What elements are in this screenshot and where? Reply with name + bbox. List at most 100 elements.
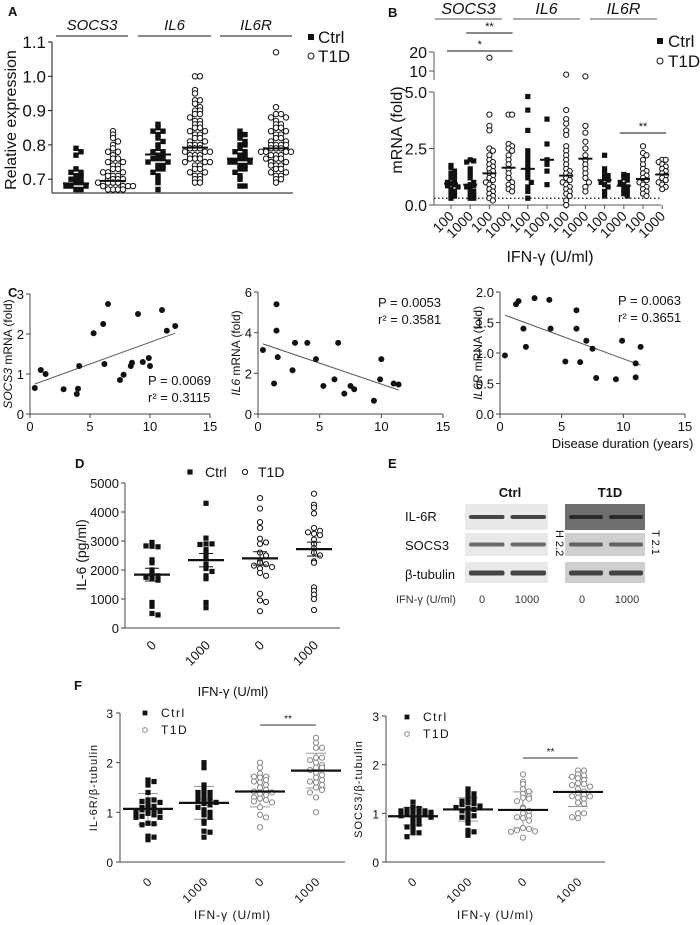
scatter-point — [632, 374, 639, 381]
panel-f-point — [459, 798, 465, 804]
scatter-point — [619, 337, 626, 344]
panel-f-point — [574, 780, 582, 787]
scatter-point — [145, 355, 152, 361]
panel-b-point — [659, 186, 666, 193]
panel-f-point — [465, 786, 471, 792]
panel-b-point — [605, 173, 611, 179]
panel-f-point — [207, 814, 213, 820]
panel-a-point — [94, 179, 102, 186]
scatter-ytick-label: 2 — [245, 366, 252, 381]
panel-f-point — [465, 800, 471, 806]
panel-b-point — [563, 201, 570, 209]
panel-f-point — [453, 804, 459, 811]
panel-f-point — [568, 782, 576, 789]
blot-band — [569, 515, 603, 519]
panel-f-point — [256, 795, 264, 802]
panel-b-point — [624, 193, 630, 199]
panel-f-point — [145, 797, 151, 803]
panel-a-point — [186, 127, 194, 135]
scatter-point — [335, 339, 342, 346]
panel-f-point — [422, 808, 428, 814]
panel-a-point — [119, 158, 127, 166]
blot-treatment-value: 0 — [479, 594, 485, 606]
panel-a-point — [99, 182, 107, 190]
panel-f-xtick-label: 1000 — [292, 874, 324, 906]
panel-f-point — [410, 805, 416, 812]
panel-a-point — [186, 155, 194, 162]
panel-b-point — [662, 177, 669, 184]
legend-ctrl-marker — [308, 34, 314, 40]
panel-f-point — [256, 824, 264, 831]
scatter-point — [135, 311, 141, 317]
scatter-ytick-label: 2 — [17, 327, 24, 342]
panel-b-point — [448, 186, 454, 192]
panel-d-point — [310, 504, 318, 511]
panel-f-point — [465, 832, 471, 838]
panel-a-group-label: IL6R — [240, 17, 272, 34]
panel-d-point — [256, 590, 264, 597]
panel-f-ylabel: IL-6R/β-tubulin — [88, 744, 100, 831]
panel-a-point — [114, 148, 122, 155]
panel-b-point — [582, 129, 589, 136]
scatter-point — [60, 386, 67, 393]
legend-ctrl-label: Ctrl — [318, 28, 344, 47]
panel-b-point — [544, 182, 550, 188]
panel-f-point — [459, 814, 465, 820]
panel-a-point — [160, 138, 166, 145]
panel-a-point — [160, 128, 166, 134]
panel-a-point — [237, 176, 243, 182]
panel-f-point — [207, 802, 213, 808]
panel-d-xtick-label: 1000 — [290, 638, 321, 669]
panel-b-point — [582, 188, 589, 195]
panel-b-point — [451, 188, 458, 195]
panel-d-ytick-label: 5000 — [90, 476, 119, 491]
panel-d-xtick-label: 0 — [251, 638, 267, 654]
panel-a-point — [181, 148, 189, 155]
panel-f-significance-label: ** — [547, 747, 555, 758]
panel-f-point — [586, 793, 594, 800]
scatter-point — [312, 356, 319, 363]
panel-b-point — [566, 192, 573, 200]
panel-b-group-label: IL6 — [535, 1, 557, 18]
panel-d-ytick-label: 1000 — [90, 592, 119, 607]
legend-t1d-label: T1D — [161, 723, 188, 737]
panel-a-point — [155, 135, 161, 141]
panel-a-point — [155, 166, 161, 172]
scatter-point — [573, 325, 580, 332]
panel-a-group-label: SOCS3 — [67, 17, 119, 34]
panel-f-stray-xlabel: IFN-γ (U/ml) — [198, 684, 269, 699]
panel-a-point — [68, 176, 74, 182]
panel-a-point — [242, 131, 248, 138]
panel-b-point — [624, 184, 630, 190]
panel-b-point — [563, 106, 570, 114]
panel-a-point — [186, 114, 194, 121]
panel-b-point — [602, 175, 608, 181]
panel-f-point — [580, 800, 588, 807]
panel-a-point — [242, 142, 248, 148]
panel-a-point — [73, 145, 79, 152]
panel-f-point — [568, 814, 576, 821]
panel-d-point — [203, 565, 209, 572]
scatter-point — [271, 380, 278, 387]
panel-f-point — [250, 798, 258, 805]
panel-f-point — [256, 779, 264, 786]
scatter-point — [562, 358, 569, 365]
panel-f-ytick-label: 3 — [106, 707, 113, 721]
panel-d-point — [310, 530, 318, 537]
panel-e: E Ctrl T1D IL-6R SOCS3 β-tubulin H 2.2 T 2.1 IFN… — [388, 456, 661, 606]
panel-b-point — [598, 179, 604, 185]
blot-column-header: Ctrl — [499, 485, 521, 500]
panel-d-point — [203, 535, 209, 541]
r-squared-label: r² = 0.3115 — [148, 390, 210, 405]
panel-a-point — [160, 166, 166, 172]
panel-d-point — [197, 541, 203, 548]
panel-f-point — [195, 804, 201, 810]
panel-a-point — [145, 159, 151, 165]
panel-a-point — [78, 169, 84, 176]
panel-a-ylabel: Relative expression — [3, 50, 20, 190]
panel-b-point — [563, 71, 570, 78]
panel-f-point — [151, 821, 157, 827]
panel-d-point — [203, 547, 209, 553]
panel-d-point — [256, 524, 264, 532]
panel-c2: 0 2 4 6 0 5 10 15 IL6 mRNA (fold) P = 0.0053 r² = … — [229, 285, 450, 434]
